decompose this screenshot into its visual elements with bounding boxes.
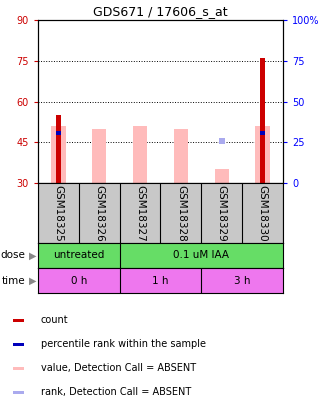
- Text: 0.1 uM IAA: 0.1 uM IAA: [173, 251, 229, 260]
- Text: 0 h: 0 h: [71, 275, 87, 286]
- Text: untreated: untreated: [53, 251, 105, 260]
- Text: percentile rank within the sample: percentile rank within the sample: [41, 339, 206, 349]
- Bar: [92, 129, 106, 183]
- Text: ▶: ▶: [29, 275, 36, 286]
- Text: GSM18330: GSM18330: [257, 185, 268, 241]
- Bar: [13, 367, 24, 370]
- Bar: [13, 343, 24, 346]
- Bar: [13, 391, 24, 394]
- Text: 1 h: 1 h: [152, 275, 169, 286]
- Text: count: count: [41, 315, 69, 325]
- Text: dose: dose: [0, 251, 25, 260]
- Bar: [260, 130, 265, 135]
- Bar: [256, 126, 270, 183]
- Text: 3 h: 3 h: [234, 275, 250, 286]
- Text: GDS671 / 17606_s_at: GDS671 / 17606_s_at: [93, 5, 228, 18]
- Bar: [13, 319, 24, 322]
- Text: ▶: ▶: [29, 251, 36, 260]
- Text: time: time: [2, 275, 25, 286]
- Bar: [56, 130, 61, 135]
- Text: rank, Detection Call = ABSENT: rank, Detection Call = ABSENT: [41, 387, 191, 396]
- Bar: [133, 126, 147, 183]
- Bar: [215, 169, 229, 183]
- Text: GSM18329: GSM18329: [217, 185, 227, 241]
- Bar: [174, 129, 188, 183]
- Text: GSM18325: GSM18325: [53, 185, 64, 241]
- Bar: [260, 58, 265, 183]
- Text: GSM18326: GSM18326: [94, 185, 104, 241]
- Bar: [56, 115, 61, 183]
- Text: GSM18327: GSM18327: [135, 185, 145, 241]
- Text: value, Detection Call = ABSENT: value, Detection Call = ABSENT: [41, 362, 196, 373]
- Bar: [51, 126, 65, 183]
- Text: GSM18328: GSM18328: [176, 185, 186, 241]
